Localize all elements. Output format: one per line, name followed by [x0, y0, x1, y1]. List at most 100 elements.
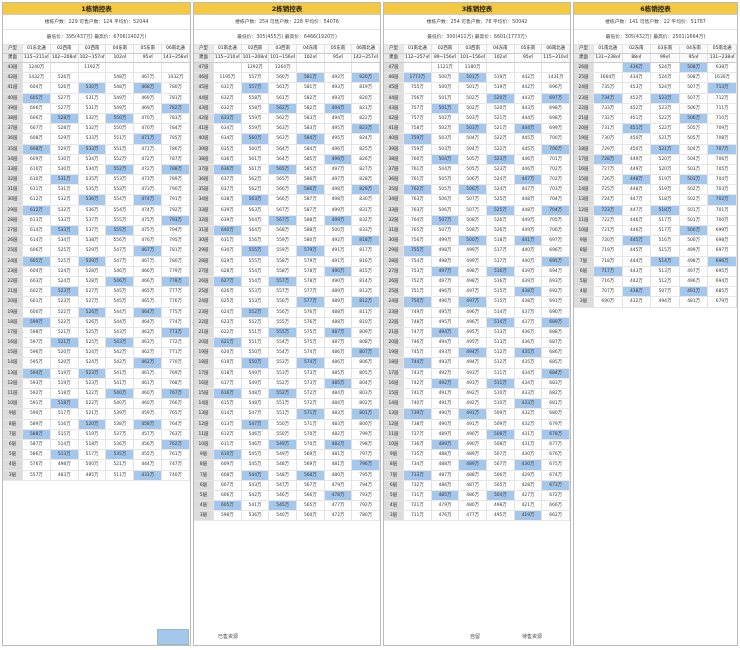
floor-label: 24层: [574, 83, 594, 93]
unit-price-cell: 500万: [432, 83, 460, 93]
unit-price-cell: 795万: [162, 236, 190, 246]
unit-type-header: 户型 01南北通 02东南 03东南 04东南 05南北通: [574, 45, 737, 54]
unit-price-cell: 525万: [51, 256, 79, 266]
floor-row: 7层 608万 544万 548万 568万 480万 795万: [194, 470, 380, 481]
unit-price-cell: 603万: [23, 276, 51, 287]
unit-price-cell: 585万: [297, 164, 325, 175]
unit-price-cell: 526万: [51, 83, 79, 93]
floor-row: 11层 612万 546万 550万 570万 482万 799万: [194, 429, 380, 440]
unit-price-cell: 515万: [651, 246, 680, 256]
unit-price-cell: 506万: [487, 470, 515, 480]
unit-price-cell: 537万: [106, 429, 135, 439]
unit-price-cell: 566万: [269, 185, 298, 195]
unit-price-cell: 549万: [269, 450, 298, 460]
unit-price-cell: 565万: [269, 164, 298, 175]
floor-row: 8层 734万 488万 489万 507万 430万 675万: [384, 460, 570, 471]
unit-price-cell: 511万: [106, 470, 135, 480]
unit-price-cell: 489万: [325, 287, 353, 297]
unit-price-cell: 597万: [23, 338, 51, 348]
unit-price-cell: 504万: [459, 134, 488, 144]
floor-row: 12层 613万 547万 550万 571万 483万 800万: [194, 419, 380, 430]
legend-sold: 已售资源: [218, 634, 239, 640]
unit-price-cell: 520万: [51, 358, 79, 368]
unit-price-cell: 510万: [487, 389, 515, 399]
unit-price-cell: 552万: [269, 389, 298, 399]
floor-row: 9层 720万 445万 516万 500万 698万: [574, 236, 737, 247]
floor-row: 9层 590万 517万 521万 539万 459万 765万: [3, 409, 190, 420]
floor-row: 35层 762万 505万 506万 524万 447万 703万: [384, 185, 570, 196]
unit-price-cell: 562万: [242, 175, 270, 185]
floor-row: 15层 741万 491万 492万 510万 433万 682万: [384, 389, 570, 400]
floor-row: 16层 742万 492万 493万 511万 434万 683万: [384, 378, 570, 389]
unit-price-cell: 503万: [680, 164, 709, 175]
unit-price-cell: 552万: [106, 164, 135, 175]
unit-price-cell: 504万: [431, 154, 460, 164]
unit-price-cell: 607万: [23, 124, 51, 134]
unit-price-cell: 604万: [23, 83, 51, 93]
unit-price-cell: 547万: [106, 256, 135, 266]
unit-price-cell: 482万: [325, 429, 353, 439]
unit-price-cell: 545万: [242, 450, 270, 460]
floor-label: 18层: [3, 317, 23, 327]
floor-row: 29层 612万 532万 536万 554万 474万 792万: [3, 205, 190, 216]
unit-price-cell: 498万: [432, 246, 460, 256]
unit-price-cell: 506万: [459, 185, 488, 195]
floor-row: 5层 606万 542万 546万 566万 478万 793万: [194, 490, 380, 502]
floor-label: 28层: [384, 256, 404, 266]
unit-price-cell: 488万: [325, 307, 353, 317]
unit-price-cell: 508万: [459, 215, 488, 225]
unit-price-cell: 552万: [269, 378, 298, 388]
unit-price-cell: 614万: [214, 409, 242, 419]
floor-row: 36层 761万 505万 506万 524万 447万 702万: [384, 175, 570, 186]
unit-price-cell: 486万: [325, 348, 353, 358]
floor-label: 9层: [3, 409, 23, 419]
unit-price-cell: 711万: [404, 511, 432, 521]
unit-price-cell: 700万: [542, 144, 570, 154]
floor-label: 37层: [3, 124, 23, 134]
unit-price-cell: 545万: [106, 287, 135, 297]
unit-price-cell: 545万: [106, 297, 135, 307]
floor-label: 45层: [194, 83, 214, 93]
floor-label: 4层: [3, 460, 23, 470]
unit-price-cell: 545万: [269, 501, 298, 511]
unit-price-cell: [162, 63, 190, 73]
unit-price-cell: 438万: [622, 287, 652, 297]
unit-price-cell: 471万: [134, 144, 163, 154]
floor-row: 44层 756万 501万 502万 520万 443万 697万: [384, 93, 570, 104]
floor-row: 10层 721万 446万 517万 500万 699万: [574, 226, 737, 237]
unit-price-cell: 599万: [23, 317, 51, 327]
unit-price-cell: 474万: [134, 205, 163, 215]
unit-price-cell: 475万: [134, 226, 163, 236]
unit-price-cell: 448万: [622, 175, 652, 185]
unit-price-cell: 515万: [487, 287, 515, 297]
floor-label: 26层: [384, 276, 404, 287]
unit-price-cell: 490万: [432, 419, 460, 429]
unit-price-cell: 522万: [487, 144, 515, 154]
floor-row: 41层 758万 502万 503万 521万 444万 699万: [384, 124, 570, 135]
unit-price-cell: 722万: [594, 215, 623, 225]
floor-row: 7层 718万 444万 514万 498万 696万: [574, 256, 737, 267]
floor-label: 14层: [384, 399, 404, 409]
unit-price-cell: 567万: [269, 215, 298, 225]
unit-price-cell: 528万: [50, 113, 79, 124]
unit-price-cell: 540万: [106, 389, 135, 399]
unit-price-cell: 481万: [325, 460, 353, 470]
unit-price-cell: 766万: [162, 399, 190, 409]
floor-row: 13层 614万 547万 551万 571万 483万 801万: [194, 409, 380, 420]
unit-price-cell: 522万: [651, 124, 680, 134]
unit-price-cell: 465万: [134, 297, 163, 307]
unit-price-cell: 551万: [269, 399, 298, 409]
unit-price-cell: 743万: [404, 368, 432, 378]
unit-price-cell: 436万: [515, 338, 543, 348]
unit-price-cell: 1264万: [269, 63, 298, 73]
unit-price-cell: 748万: [404, 317, 432, 327]
unit-price-cell: 699万: [708, 226, 737, 236]
floor-row: 37层 636万 561万 565万 585万 497万 827万: [194, 164, 380, 176]
unit-price-cell: 530万: [51, 154, 79, 164]
unit-price-cell: 818万: [352, 236, 380, 246]
unit-price-cell: 555万: [242, 256, 270, 266]
unit-price-cell: 520万: [487, 93, 515, 103]
unit-price-cell: 514万: [487, 307, 515, 317]
unit-price-cell: 746万: [404, 338, 432, 348]
unit-price-cell: 745万: [404, 348, 432, 358]
